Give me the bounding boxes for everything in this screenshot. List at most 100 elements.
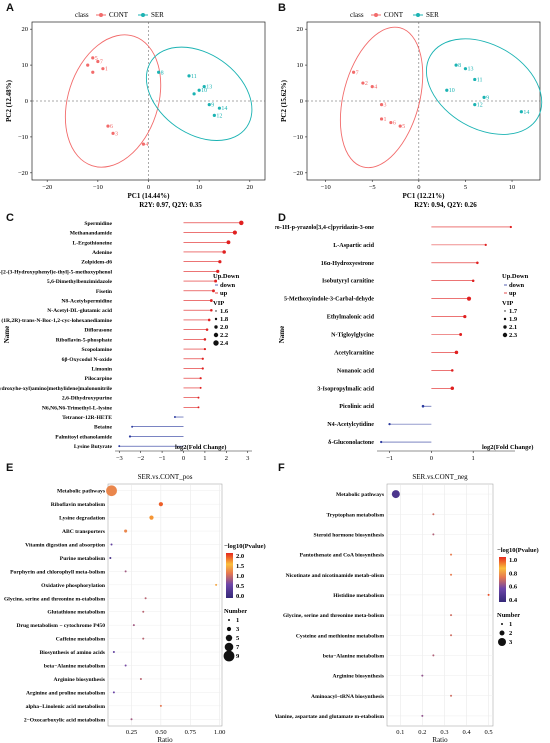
legend-updown-title: Up.Down xyxy=(213,273,240,280)
metabolite-label: Lysine Butyrate xyxy=(74,444,113,450)
ser-point xyxy=(473,102,477,107)
lollipop-dot xyxy=(454,350,459,355)
metabolite-label: 16α-Hydroxyestrone xyxy=(321,261,375,267)
pathway-bubble xyxy=(112,691,115,694)
lollipop-dot xyxy=(380,440,383,444)
legend-vip-label: 2.4 xyxy=(220,340,229,347)
pathway-bubble xyxy=(106,485,117,497)
y-tick-label: 10 xyxy=(297,62,304,69)
legend-vip-dot xyxy=(504,310,506,312)
ser-point xyxy=(212,113,216,117)
x-tick-label: 0.2 xyxy=(418,729,426,736)
color-tick-label: 0.0 xyxy=(236,593,244,600)
x-tick-label: 0.1 xyxy=(396,729,404,736)
pathway-label: Histidine metabolism xyxy=(333,593,384,599)
size-legend-label: 1 xyxy=(236,617,239,624)
metabolite-label: N-Acetyl-DL-glutamic acid xyxy=(47,308,113,314)
x-axis-label: Ratio xyxy=(432,736,448,743)
metabolite-label: 6β-Oxycodol N-oxide xyxy=(62,357,113,363)
size-legend-label: 5 xyxy=(236,635,240,642)
metabolite-label: Scopolamine xyxy=(82,347,113,353)
size-legend-dot xyxy=(501,623,503,625)
x-axis-label: log2(Fold Change) xyxy=(482,444,533,451)
legend-vip-label: 2.2 xyxy=(220,332,228,339)
ser-point xyxy=(197,88,201,92)
ser-point-label: 9 xyxy=(486,95,489,101)
ser-point-label: 14 xyxy=(523,110,529,116)
pathway-bubble xyxy=(158,502,163,507)
x-tick-label: 0.25 xyxy=(126,729,137,736)
size-legend-label: 3 xyxy=(236,626,240,633)
legend-cont-marker xyxy=(99,13,103,17)
x-tick-label: 5 xyxy=(464,184,467,191)
ser-point xyxy=(482,95,486,100)
pathway-bubble xyxy=(124,570,127,573)
metabolite-label: Fisetin xyxy=(96,289,113,295)
x-tick-label: 0 xyxy=(417,184,420,191)
metabolite-label: 4,5-diphenyl-2,3-dihydro-1H-p-yrazolo[3,… xyxy=(275,225,374,231)
color-tick-label: 1.5 xyxy=(236,563,245,570)
pathway-bubble xyxy=(124,664,127,667)
legend-title: class xyxy=(75,11,89,19)
cont-point-label: 6 xyxy=(393,121,396,127)
cont-point xyxy=(91,70,95,74)
legend-cont-marker xyxy=(374,13,378,17)
pathway-bubble xyxy=(421,714,424,717)
y-tick-label: −10 xyxy=(293,134,303,141)
metabolite-label: 3-Isopropylmalic acid xyxy=(317,386,374,392)
lollipop-dot xyxy=(450,386,455,391)
bubble-chart-e: SER.vs.CONT_pos Metabolic pathways Ribofla… xyxy=(4,473,266,743)
cont-point xyxy=(379,102,384,107)
ser-point-label: 12 xyxy=(477,103,483,109)
pathway-label: Metabolic pathways xyxy=(336,492,385,498)
pathway-label: Glutathione metabolism xyxy=(47,610,105,616)
ser-point-label: 8 xyxy=(458,63,461,69)
size-legend-dot xyxy=(225,634,233,642)
pathway-bubble xyxy=(124,529,128,533)
metabolite-label: Ethylmalonic acid xyxy=(327,315,375,321)
cont-confidence-ellipse xyxy=(339,26,424,169)
cont-point xyxy=(389,120,393,125)
panel-label-e: E xyxy=(6,462,14,474)
x-axis-label: PC1 (14.44%) xyxy=(128,192,171,200)
legend-ser-label: SER xyxy=(151,11,164,19)
pathway-label: Biosynthesis of amino acids xyxy=(40,650,106,656)
legend-vip-dot xyxy=(214,325,218,329)
x-axis-label: PC1 (12.21%) xyxy=(403,192,446,200)
lollipop-dot xyxy=(216,269,220,273)
panel-label-f: F xyxy=(278,462,285,474)
ser-point-label: 8 xyxy=(161,70,164,76)
legend-vip-dot xyxy=(213,332,219,338)
ser-point xyxy=(192,92,196,96)
metabolite-label: N-Tigloylglycine xyxy=(331,333,374,339)
cont-point xyxy=(106,124,110,128)
size-legend-dot xyxy=(226,626,232,632)
legend-down-label: down xyxy=(220,282,236,289)
x-tick-label: 0.3 xyxy=(440,729,448,736)
y-axis-label: Name xyxy=(3,326,11,344)
size-legend-dot xyxy=(498,638,506,646)
ser-confidence-ellipse xyxy=(145,46,253,141)
color-bar xyxy=(226,553,233,598)
pathway-bubble xyxy=(215,583,218,586)
lollipop-dot xyxy=(463,314,467,319)
lollipop-dot xyxy=(197,396,200,399)
pathway-label: Arginine biosynthesis xyxy=(54,677,106,683)
size-legend-title: Number xyxy=(497,612,520,619)
bubble-chart-f: SER.vs.CONT_neg Metabolic pathways Tryptop… xyxy=(275,473,539,743)
ser-point xyxy=(187,74,191,78)
lollipop-dot xyxy=(388,422,391,426)
metabolite-label: 2-[[methyl(2,3,4,5,6-pentahydroxyhe-xyl)… xyxy=(0,385,113,392)
metabolite-label: Riboflavin-5-phosphate xyxy=(56,337,113,343)
lollipop-dot xyxy=(212,289,215,293)
legend-vip-label: 1.8 xyxy=(220,316,229,323)
pathway-bubble xyxy=(142,610,145,613)
pathway-label: Purine metabolism xyxy=(60,556,106,562)
pathway-label: Glycine, serine and threonine m-etabolis… xyxy=(4,596,105,602)
legend-ser-marker xyxy=(416,13,420,17)
pathway-label: Lysine degradation xyxy=(59,516,106,522)
model-stats: R2Y: 0.94, Q2Y: 0.26 xyxy=(414,201,477,209)
plot-frame xyxy=(107,483,223,727)
y-axis-label: Name xyxy=(278,326,286,344)
x-tick-label: −10 xyxy=(321,184,331,191)
